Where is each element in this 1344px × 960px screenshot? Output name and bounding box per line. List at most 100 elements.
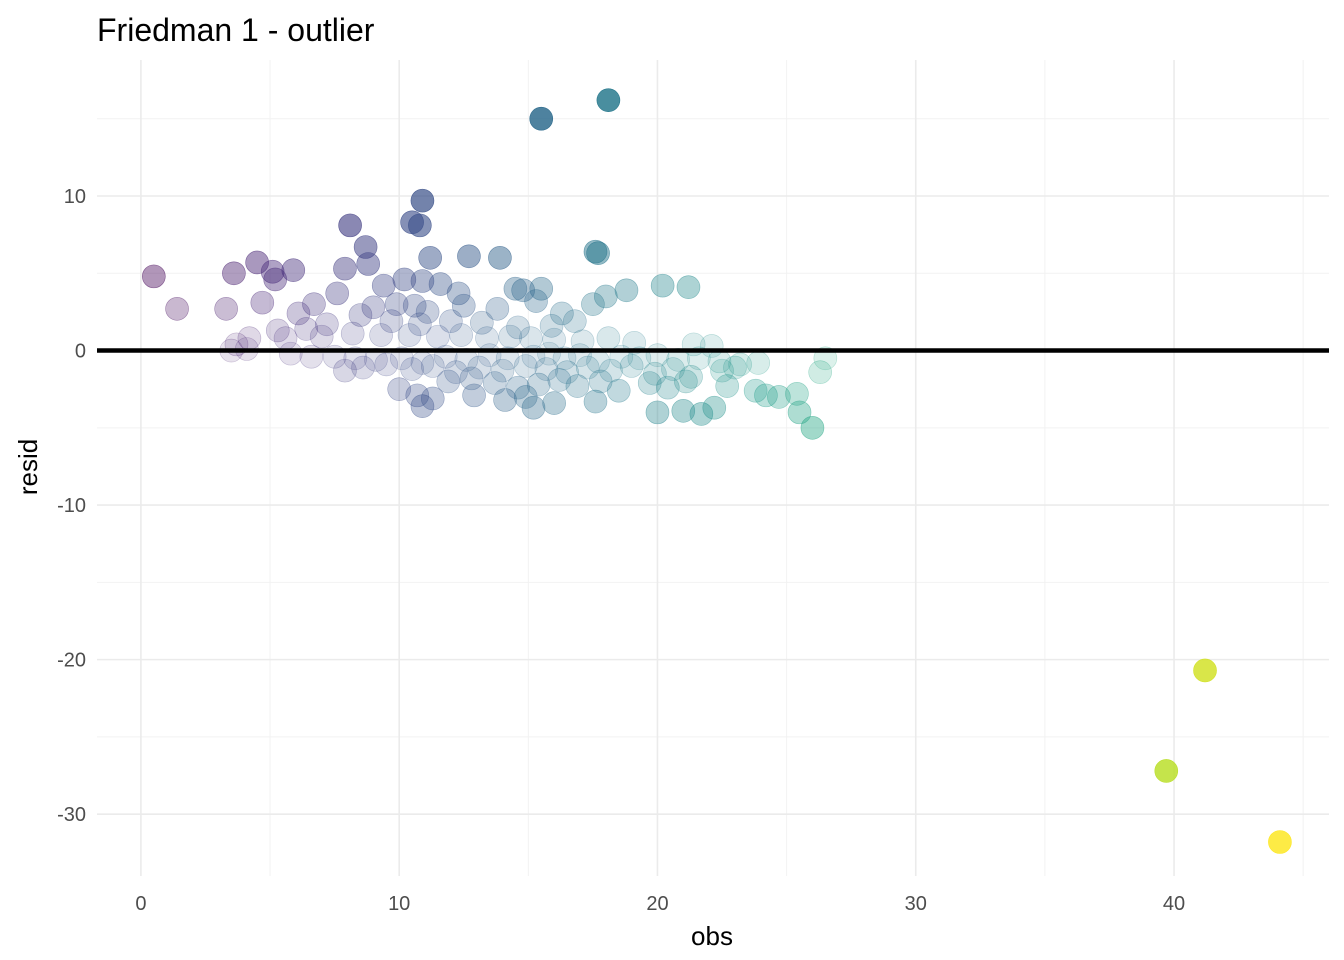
scatter-point bbox=[746, 351, 770, 375]
scatter-point bbox=[661, 357, 685, 381]
scatter-point bbox=[278, 341, 303, 366]
scatter-point bbox=[679, 365, 703, 389]
scatter-point bbox=[1268, 830, 1292, 854]
scatter-point bbox=[493, 388, 517, 412]
scatter-point bbox=[643, 361, 667, 386]
scatter-point bbox=[599, 358, 623, 383]
scatter-point bbox=[619, 354, 644, 378]
scatter-point bbox=[408, 312, 432, 337]
scatter-point bbox=[420, 354, 445, 378]
scatter-point bbox=[444, 360, 468, 384]
scatter-point bbox=[506, 375, 530, 400]
scatter-point bbox=[575, 355, 600, 380]
scatter-point bbox=[586, 241, 610, 265]
scatter-point bbox=[420, 386, 445, 411]
scatter-point bbox=[529, 106, 554, 131]
scatter-point bbox=[785, 382, 809, 406]
scatter-point bbox=[490, 358, 515, 383]
scatter-point bbox=[410, 394, 435, 418]
scatter-point bbox=[333, 256, 357, 281]
scatter-point bbox=[526, 372, 551, 397]
scatter-point bbox=[800, 416, 825, 440]
scatter-point bbox=[808, 360, 832, 384]
scatter-point bbox=[214, 297, 238, 321]
x-tick-label: 0 bbox=[135, 893, 146, 915]
scatter-point bbox=[513, 354, 538, 378]
scatter-point bbox=[325, 281, 350, 306]
scatter-point bbox=[405, 383, 430, 408]
scatter-point bbox=[265, 318, 290, 343]
x-tick-label: 30 bbox=[905, 893, 927, 915]
scatter-point bbox=[488, 246, 512, 270]
scatter-point bbox=[418, 246, 442, 270]
scatter-point bbox=[555, 360, 579, 384]
scatter-point bbox=[565, 374, 590, 398]
scatter-point bbox=[286, 301, 311, 326]
scatter-point bbox=[787, 400, 812, 425]
scatter-point bbox=[702, 395, 727, 420]
scatter-point bbox=[596, 88, 621, 112]
scatter-point bbox=[374, 352, 399, 377]
scatter-point bbox=[165, 297, 189, 321]
scatter-point bbox=[338, 213, 362, 238]
scatter-point bbox=[436, 369, 461, 394]
scatter-point bbox=[294, 317, 319, 341]
scatter-point bbox=[369, 323, 393, 347]
scatter-point bbox=[767, 385, 791, 409]
scatter-point bbox=[470, 310, 494, 335]
chart-title: Friedman 1 - outlier bbox=[97, 12, 375, 48]
scatter-point bbox=[459, 366, 484, 391]
scatter-point bbox=[637, 371, 662, 395]
scatter-point bbox=[415, 300, 440, 324]
y-tick-label: 0 bbox=[75, 341, 86, 363]
scatter-point bbox=[537, 341, 561, 366]
scatter-point bbox=[671, 399, 696, 423]
scatter-point bbox=[451, 293, 476, 318]
scatter-point bbox=[521, 395, 546, 420]
scatter-point bbox=[674, 369, 698, 394]
scatter-point bbox=[384, 292, 409, 316]
scatter-point bbox=[529, 276, 554, 301]
scatter-point bbox=[581, 292, 605, 316]
scatter-point bbox=[606, 378, 631, 403]
scatter-point bbox=[361, 295, 386, 320]
scatter-point bbox=[387, 377, 411, 401]
scatter-point bbox=[340, 321, 365, 346]
x-axis-label: obs bbox=[691, 921, 733, 951]
x-tick-label: 40 bbox=[1163, 893, 1185, 915]
scatter-point bbox=[410, 188, 435, 213]
scatter-point bbox=[371, 273, 396, 298]
scatter-point bbox=[379, 309, 404, 333]
scatter-point bbox=[457, 244, 481, 269]
scatter-point bbox=[614, 278, 639, 303]
scatter-point bbox=[676, 275, 701, 299]
scatter-point bbox=[333, 358, 357, 383]
scatter-point bbox=[250, 290, 275, 315]
scatter-point bbox=[583, 389, 608, 414]
scatter-point bbox=[462, 383, 486, 408]
scatter-point bbox=[710, 358, 734, 383]
data-points bbox=[142, 88, 1292, 854]
scatter-point bbox=[723, 355, 747, 380]
y-tick-label: -10 bbox=[57, 495, 86, 517]
scatter-point bbox=[743, 378, 768, 403]
scatter-point bbox=[524, 289, 548, 313]
scatter-point bbox=[142, 264, 166, 289]
scatter-point bbox=[650, 273, 675, 298]
grid-lines bbox=[97, 60, 1329, 876]
scatter-point bbox=[550, 301, 574, 326]
scatter-point bbox=[397, 323, 422, 347]
scatter-point bbox=[348, 303, 373, 327]
scatter-point bbox=[426, 324, 450, 349]
scatter-point bbox=[402, 293, 427, 318]
y-tick-label: -20 bbox=[57, 650, 86, 672]
scatter-point bbox=[485, 297, 510, 321]
scatter-point bbox=[689, 402, 714, 426]
scatter-point bbox=[506, 315, 530, 340]
scatter-point bbox=[408, 213, 432, 238]
x-tick-label: 20 bbox=[646, 893, 668, 915]
y-tick-label: -30 bbox=[57, 804, 86, 826]
scatter-point bbox=[467, 355, 492, 380]
y-axis-label: resid bbox=[13, 439, 43, 495]
